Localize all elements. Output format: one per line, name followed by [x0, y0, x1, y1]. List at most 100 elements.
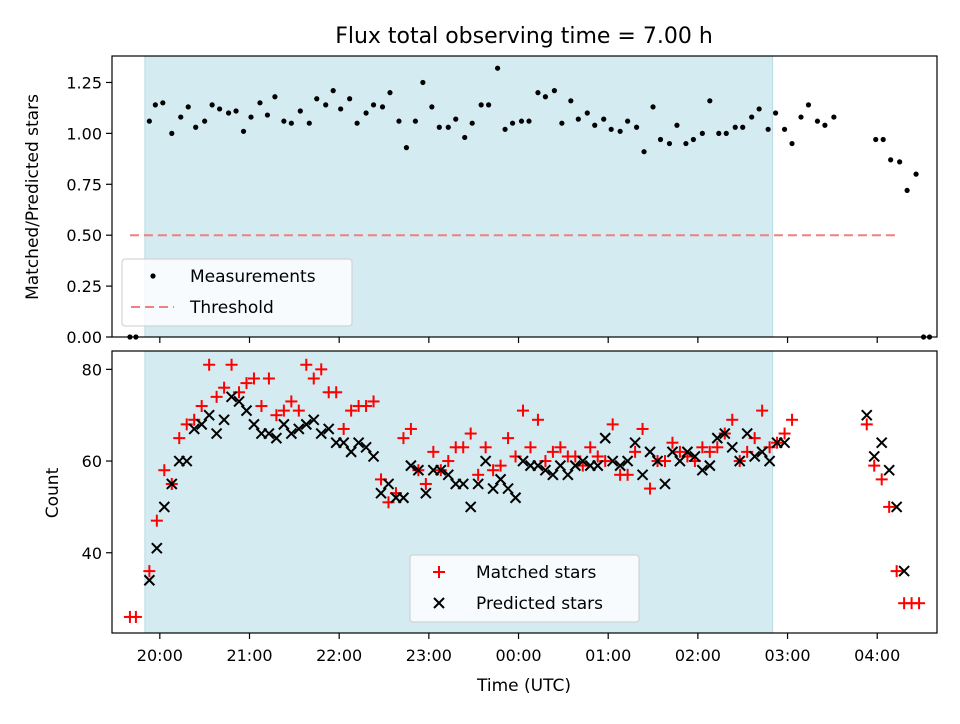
measurement-point — [633, 124, 640, 130]
matched-star-point — [875, 473, 888, 486]
predicted-star-point — [562, 469, 574, 481]
matched-star-point — [270, 409, 283, 422]
measurement-point — [354, 120, 360, 126]
predicted-star-point — [158, 501, 171, 513]
matched-star-point — [442, 455, 455, 468]
measurement-point — [429, 104, 435, 110]
predicted-star-point — [644, 446, 656, 458]
bottom-y-tick-label: 40 — [82, 544, 102, 563]
matched-star-point — [494, 459, 507, 472]
matched-star-point — [868, 459, 881, 472]
measurement-point — [551, 88, 557, 94]
top-y-tick-label: 0.50 — [66, 226, 102, 245]
matched-star-point — [726, 413, 739, 426]
matched-star-point — [427, 445, 440, 458]
measurement-point — [502, 126, 508, 132]
measurement-point — [338, 106, 344, 112]
predicted-star-point — [502, 482, 514, 495]
measurement-point — [822, 122, 828, 128]
predicted-star-point — [599, 432, 611, 444]
measurement-point — [617, 128, 623, 134]
matched-star-point — [195, 400, 208, 413]
x-tick-label: 02:00 — [675, 646, 721, 665]
predicted-star-point — [166, 478, 178, 490]
measurement-point — [608, 126, 614, 132]
matched-star-point — [315, 363, 328, 376]
measurement-point — [281, 118, 287, 124]
measurement-point — [756, 106, 762, 112]
legend-threshold-label: Threshold — [189, 298, 274, 318]
matched-star-point — [330, 386, 343, 399]
matched-star-point — [225, 358, 238, 371]
measurement-point — [225, 110, 232, 116]
measurement-point — [330, 88, 336, 94]
top-axes-frame — [111, 55, 938, 338]
x-tick-label: 22:00 — [316, 646, 362, 665]
matched-star-point — [517, 404, 530, 417]
measurement-point — [193, 124, 199, 130]
measurement-point — [650, 104, 656, 110]
predicted-star-point — [218, 414, 230, 426]
predicted-star-point — [614, 459, 626, 472]
matched-star-point — [584, 441, 597, 454]
predicted-star-point — [345, 446, 357, 458]
predicted-star-point — [188, 423, 200, 435]
predicted-star-point — [726, 441, 738, 453]
predicted-star-point — [861, 409, 873, 421]
predicted-star-point — [681, 446, 694, 458]
measurement-point — [509, 120, 516, 126]
predicted-star-point — [278, 418, 290, 431]
top-y-ticks: 0.00 0.25 0.50 0.75 1.00 1.25 — [66, 73, 112, 347]
top-x-tick-marks — [159, 337, 878, 343]
measurement-point — [306, 120, 312, 126]
predicted-star-point — [532, 459, 544, 472]
matched-star-point — [666, 436, 679, 449]
measurement-point — [666, 140, 673, 147]
predicted-star-point — [704, 459, 716, 472]
legend-measurements-label: Measurements — [190, 267, 316, 287]
bottom-legend-box — [409, 554, 640, 623]
predicted-star-point — [472, 478, 484, 490]
predicted-star-point — [412, 464, 425, 476]
predicted-star-point — [748, 450, 761, 463]
measurement-point — [387, 90, 393, 96]
predicted-star-point — [479, 455, 492, 467]
measurement-point — [904, 187, 910, 193]
measurement-point — [657, 136, 664, 143]
measurement-point — [772, 110, 779, 116]
measurement-point — [781, 126, 788, 132]
matched-star-point — [786, 413, 799, 426]
matched-star-point — [502, 432, 515, 445]
predicted-star-point — [360, 441, 372, 453]
matched-star-point — [419, 477, 432, 490]
predicted-star-point — [577, 455, 589, 467]
top-y-tick-label: 1.25 — [66, 73, 102, 92]
matched-star-point — [285, 395, 298, 408]
predicted-star-point — [734, 455, 746, 467]
predicted-star-point — [435, 464, 447, 476]
measurement-point — [575, 116, 581, 122]
matched-star-point — [262, 372, 275, 385]
measurement-point — [732, 124, 738, 130]
measurement-point — [625, 118, 631, 124]
measurement-point — [683, 140, 689, 147]
predicted-star-point — [890, 501, 903, 513]
measurement-point — [526, 118, 532, 124]
matched-star-point — [658, 455, 671, 468]
matched-star-point — [345, 404, 358, 417]
matched-star-point — [860, 418, 873, 431]
top-y-tick-label: 1.00 — [66, 124, 102, 143]
measurement-point — [403, 145, 410, 151]
predicted-star-point — [233, 395, 245, 408]
predicted-star-point — [621, 455, 634, 467]
measurement-point — [217, 106, 223, 112]
predicted-star-point — [539, 464, 552, 476]
legend-matched-label: Matched stars — [476, 563, 596, 583]
measurement-point — [584, 110, 590, 116]
predicted-star-point — [151, 542, 163, 554]
predicted-star-point — [719, 427, 731, 440]
matched-star-point — [636, 422, 649, 435]
measurement-point — [568, 98, 574, 104]
predicted-star-point — [711, 432, 724, 444]
